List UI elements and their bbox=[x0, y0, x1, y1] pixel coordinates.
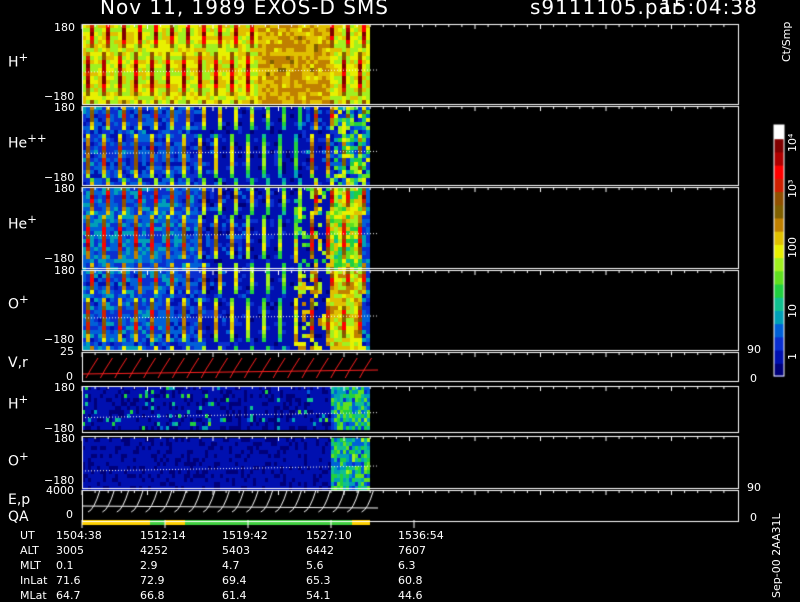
plot-title: Nov 11, 1989 EXOS-D SMS bbox=[100, 0, 389, 19]
panel-label-he-plusplus: He++ bbox=[8, 131, 47, 152]
right-tick: 90 bbox=[747, 481, 761, 494]
time-axis-value: 66.8 bbox=[140, 589, 165, 602]
plot-time: 15:04:38 bbox=[660, 0, 758, 19]
y-tick-max: 180 bbox=[54, 381, 75, 394]
panel-label-o-plus: O+ bbox=[8, 292, 29, 313]
time-axis-value: 2.9 bbox=[140, 559, 158, 572]
time-axis-value: 44.6 bbox=[398, 589, 423, 602]
time-axis-row-label: UT bbox=[20, 529, 35, 542]
colorbar-tick: 10³ bbox=[786, 179, 799, 198]
time-axis-value: 64.7 bbox=[56, 589, 81, 602]
time-axis-value: 6442 bbox=[306, 544, 334, 557]
y-tick-max: 180 bbox=[54, 432, 75, 445]
colorbar-tick: 1 bbox=[786, 353, 799, 360]
y-tick-max: 180 bbox=[54, 21, 75, 34]
y-tick-min: −180 bbox=[44, 171, 75, 184]
y-tick-min: −180 bbox=[44, 90, 75, 103]
time-axis-value: 4252 bbox=[140, 544, 168, 557]
time-axis-value: 1512:14 bbox=[140, 529, 186, 542]
colorbar-unit: Ct/Smp bbox=[780, 21, 793, 62]
time-axis-value: 60.8 bbox=[398, 574, 423, 587]
time-axis-value: 5403 bbox=[222, 544, 250, 557]
time-axis-value: 7607 bbox=[398, 544, 426, 557]
colorbar-tick: 100 bbox=[786, 237, 799, 258]
y-tick-min: −180 bbox=[44, 252, 75, 265]
y-tick-min: −180 bbox=[44, 333, 75, 346]
colorbar-tick: 10⁴ bbox=[786, 133, 799, 152]
y-tick-max: 180 bbox=[54, 101, 75, 114]
time-axis-value: 69.4 bbox=[222, 574, 247, 587]
panel-label-vr: V,r bbox=[8, 355, 28, 371]
footer-id: Sep-00 2AA31L bbox=[770, 513, 783, 598]
time-axis-value: 65.3 bbox=[306, 574, 331, 587]
time-axis-value: 71.6 bbox=[56, 574, 81, 587]
y-tick-min: 0 bbox=[66, 508, 73, 521]
time-axis-value: 72.9 bbox=[140, 574, 165, 587]
panel-label-o-plus-2: O+ bbox=[8, 449, 29, 470]
panel-label-h-plus: H+ bbox=[8, 50, 29, 71]
time-axis-value: 54.1 bbox=[306, 589, 331, 602]
y-tick-min: −180 bbox=[44, 474, 75, 487]
time-axis-value: 1519:42 bbox=[222, 529, 268, 542]
right-tick: 0 bbox=[750, 372, 757, 385]
time-axis-value: 0.1 bbox=[56, 559, 74, 572]
time-axis-value: 61.4 bbox=[222, 589, 247, 602]
y-tick-max: 180 bbox=[54, 182, 75, 195]
panel-label-h-plus-2: H+ bbox=[8, 392, 29, 413]
time-axis-value: 6.3 bbox=[398, 559, 416, 572]
right-tick: 90 bbox=[747, 343, 761, 356]
time-axis-row-label: MLat bbox=[20, 589, 47, 602]
time-axis-row-label: InLat bbox=[20, 574, 48, 587]
file-name: s9111105.par bbox=[530, 0, 682, 19]
time-axis-value: 5.6 bbox=[306, 559, 324, 572]
right-tick: 0 bbox=[750, 511, 757, 524]
y-tick-min: −180 bbox=[44, 422, 75, 435]
time-axis-row-label: ALT bbox=[20, 544, 39, 557]
y-tick-max: 4000 bbox=[46, 484, 74, 497]
time-axis-value: 1527:10 bbox=[306, 529, 352, 542]
y-tick-max: 25 bbox=[60, 345, 74, 358]
y-tick-min: 0 bbox=[66, 370, 73, 383]
time-axis-value: 4.7 bbox=[222, 559, 240, 572]
time-axis-value: 1504:38 bbox=[56, 529, 102, 542]
time-axis-value: 3005 bbox=[56, 544, 84, 557]
colorbar-tick: 10 bbox=[786, 304, 799, 318]
qa-label: QA bbox=[8, 509, 29, 525]
time-axis-row-label: MLT bbox=[20, 559, 41, 572]
time-axis-value: 1536:54 bbox=[398, 529, 444, 542]
y-tick-max: 180 bbox=[54, 264, 75, 277]
panel-label-ep: E,p bbox=[8, 492, 31, 508]
panel-label-he-plus: He+ bbox=[8, 212, 37, 233]
